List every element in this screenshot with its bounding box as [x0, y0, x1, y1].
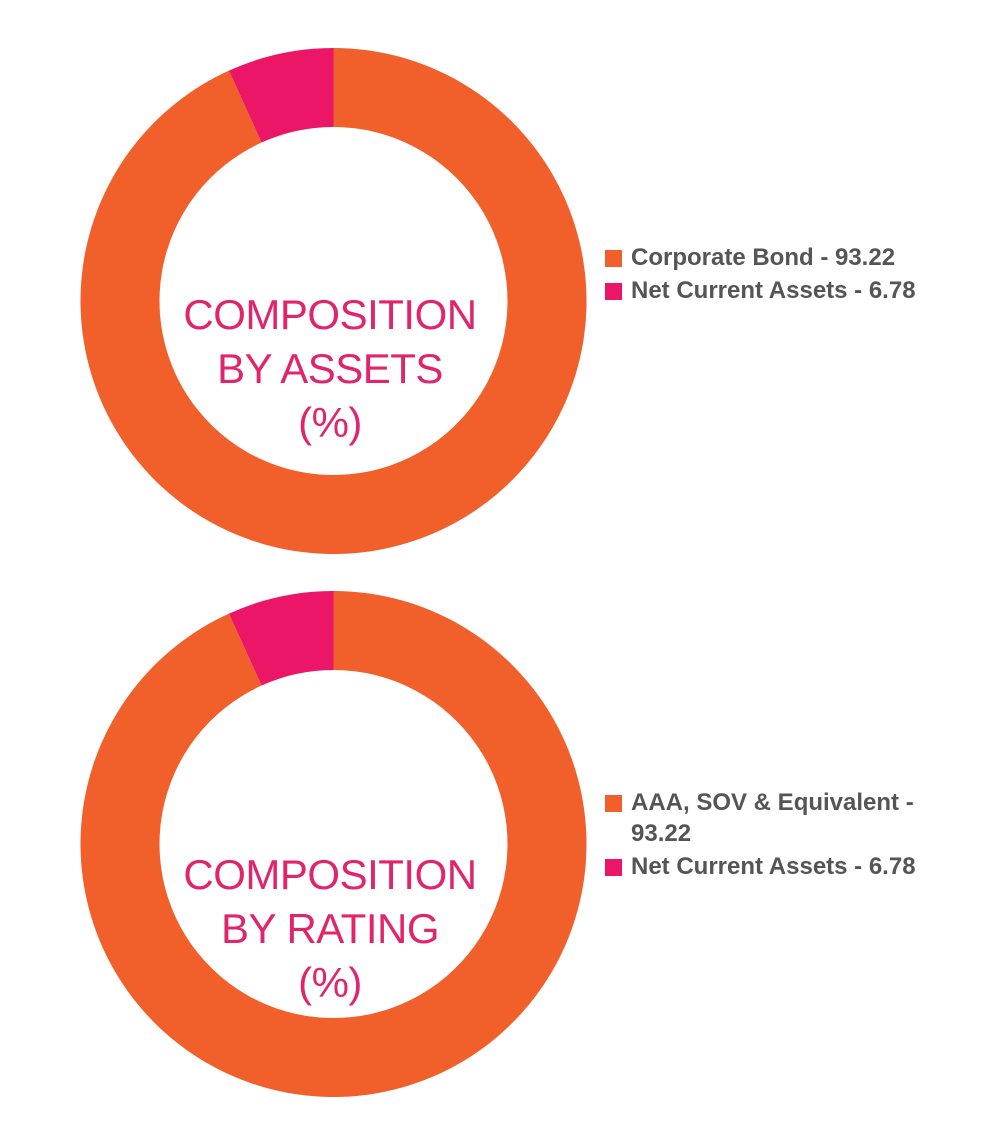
assets-chart: COMPOSITION BY ASSETS (%) Corporate Bond… [0, 0, 993, 560]
rating-title-line-3: (%) [298, 959, 362, 1006]
legend-swatch-orange [605, 250, 622, 267]
donut-slice-corporate-bond [80, 48, 587, 554]
legend-label: AAA, SOV & Equivalent - 93.22 [631, 789, 914, 847]
rating-title-line-2: BY RATING [221, 905, 440, 952]
donut-slice-net-current-assets [228, 591, 334, 686]
legend-item-net-current-assets: Net Current Assets - 6.78 [605, 851, 955, 882]
rating-donut [80, 591, 587, 1097]
assets-center-title: COMPOSITION BY ASSETS (%) [165, 288, 495, 450]
legend-label: Net Current Assets - 6.78 [631, 853, 916, 880]
legend-item-corporate-bond: Corporate Bond - 93.22 [605, 242, 955, 273]
legend-swatch-orange [605, 795, 622, 812]
legend-item-aaa-sov-equivalent: AAA, SOV & Equivalent - 93.22 [605, 787, 955, 849]
rating-chart: COMPOSITION BY RATING (%) AAA, SOV & Equ… [0, 570, 993, 1130]
donut-slice-aaa-sov-equivalent [80, 591, 587, 1097]
legend-swatch-pink [605, 283, 622, 300]
legend-item-net-current-assets: Net Current Assets - 6.78 [605, 275, 955, 306]
rating-title-line-1: COMPOSITION [183, 851, 477, 898]
rating-center-title: COMPOSITION BY RATING (%) [165, 848, 495, 1010]
assets-donut [80, 48, 587, 554]
donut-slice-net-current-assets [228, 48, 334, 143]
assets-title-line-2: BY ASSETS [217, 345, 443, 392]
assets-title-line-3: (%) [298, 399, 362, 446]
legend-label: Corporate Bond - 93.22 [631, 244, 896, 271]
legend-label: Net Current Assets - 6.78 [631, 277, 916, 304]
assets-legend: Corporate Bond - 93.22 Net Current Asset… [605, 242, 955, 308]
legend-swatch-pink [605, 859, 622, 876]
assets-title-line-1: COMPOSITION [183, 291, 477, 338]
rating-legend: AAA, SOV & Equivalent - 93.22 Net Curren… [605, 787, 955, 884]
